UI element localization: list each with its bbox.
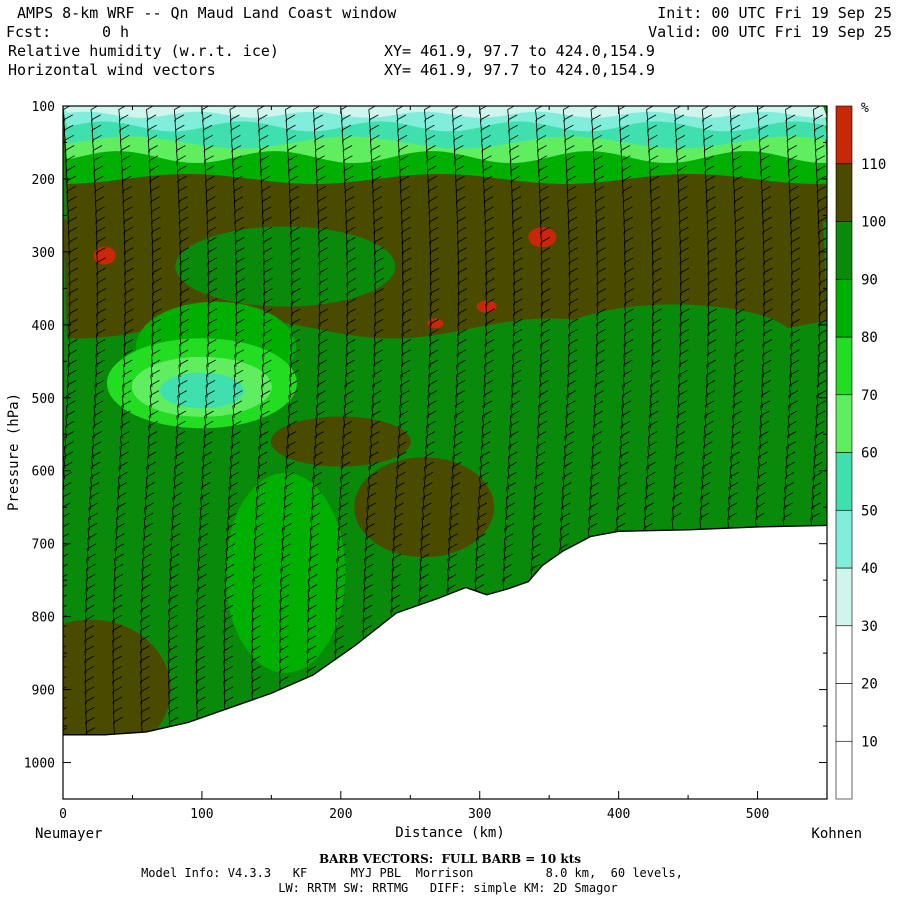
wind-barb-column: [474, 106, 495, 602]
field-name-2: Horizontal wind vectors: [8, 61, 216, 79]
init-time: Init: 00 UTC Fri 19 Sep 25: [657, 4, 892, 22]
colorbar-box: [835, 105, 853, 165]
wind-barb-column: [615, 106, 634, 541]
wind-barb-column: [643, 106, 662, 541]
colorbar-label: 30: [861, 619, 878, 635]
xy-range-1: XY= 461.9, 97.7 to 424.0,154.9: [384, 42, 655, 60]
x-tick-label: 500: [746, 807, 769, 822]
colorbar-label: 50: [861, 503, 878, 519]
colorbar-label: 110: [861, 157, 886, 173]
fcst-value: 0 h: [102, 23, 130, 41]
wind-barb-column: [810, 106, 827, 531]
y-tick-label: 900: [32, 684, 55, 699]
field-name-1: Relative humidity (w.r.t. ice): [8, 42, 279, 60]
colorbar-label: 60: [861, 446, 878, 462]
physics-info: LW: RRTM SW: RRTMG DIFF: simple KM: 2D S…: [278, 881, 618, 895]
wind-barb-column: [446, 106, 468, 602]
rh-max-patch-3: [476, 300, 497, 313]
wind-barb-column: [362, 106, 384, 643]
wind-barb-column: [223, 106, 245, 715]
wind-barb-column: [195, 106, 218, 725]
colorbar-box: [835, 394, 853, 453]
fcst-label: Fcst:: [6, 23, 52, 41]
barb-note: BARB VECTORS: FULL BARB = 10 kts: [318, 852, 582, 866]
wind-barb-column: [63, 106, 79, 731]
terrain-fill: [63, 525, 827, 799]
rh-patch-90-east: [554, 304, 795, 375]
colorbar-box: [835, 336, 853, 396]
colorbar-label: 100: [861, 215, 886, 231]
valid-time: Valid: 00 UTC Fri 19 Sep 25: [648, 23, 892, 41]
x-axis-label: Distance (km): [395, 825, 505, 841]
colorbar-label: 20: [861, 677, 878, 693]
model-info: Model Info: V4.3.3 KF MYJ PBL Morrison 8…: [141, 866, 683, 880]
colorbar-box: [835, 509, 853, 569]
wind-barb-column: [278, 106, 301, 694]
wind-barb-column: [671, 106, 690, 531]
wind-barb-column: [167, 106, 190, 735]
colorbar-box: [835, 452, 853, 511]
rh-patch-80-low: [225, 472, 346, 673]
colorbar-box: [835, 278, 853, 338]
y-axis-label: Pressure (hPa): [6, 393, 22, 511]
wind-barb-column: [754, 106, 773, 531]
wind-barb-column: [587, 106, 607, 541]
wind-barb-column: [782, 106, 801, 531]
x-end-label: Kohnen: [811, 826, 862, 842]
y-tick-label: 600: [32, 465, 55, 480]
colorbar-label: 10: [861, 734, 878, 750]
wind-barb-column: [699, 106, 718, 531]
x-tick-label: 400: [607, 807, 630, 822]
plot-frame: [62, 105, 828, 800]
colorbar-box: [835, 625, 853, 684]
y-tick-label: 500: [32, 392, 55, 407]
terrain-surface-line: [63, 524, 827, 736]
wind-barb-column: [334, 106, 356, 663]
rh-max-patch-1: [528, 227, 557, 248]
chart-title: AMPS 8-km WRF -- Qn Maud Land Coast wind…: [17, 4, 397, 22]
colorbar-box: [835, 567, 853, 627]
wind-barb-column: [251, 106, 273, 704]
wind-barb-column: [727, 106, 745, 531]
wind-barb-column: [502, 106, 523, 592]
wind-barb-column: [390, 106, 412, 623]
colorbar-label: 90: [861, 272, 878, 288]
y-tick-label: 1000: [24, 757, 55, 772]
rh-band-30-40: [63, 106, 827, 118]
colorbar-label: 70: [861, 388, 878, 404]
x-tick-label: 0: [59, 807, 67, 822]
x-start-label: Neumayer: [35, 826, 102, 842]
colorbar-box: [835, 163, 853, 222]
rh-patch-east-dry: [270, 416, 411, 467]
x-tick-label: 100: [190, 807, 213, 822]
wind-barb-column: [306, 106, 329, 684]
xy-range-2: XY= 461.9, 97.7 to 424.0,154.9: [384, 61, 655, 79]
colorbar-box: [835, 740, 853, 800]
wind-barb-column: [530, 106, 551, 582]
y-tick-label: 100: [32, 100, 55, 115]
wind-barb-column: [112, 106, 134, 735]
colorbar-label: 40: [861, 561, 878, 577]
rh-patch-90: [175, 226, 396, 307]
rh-max-patch-4: [427, 318, 444, 329]
colorbar-box: [835, 221, 853, 280]
y-tick-label: 400: [32, 319, 55, 334]
wind-barb-column: [559, 106, 579, 561]
y-tick-label: 800: [32, 611, 55, 626]
wind-barb-column: [418, 106, 440, 612]
x-tick-label: 200: [329, 807, 352, 822]
y-tick-label: 700: [32, 538, 55, 553]
y-tick-label: 200: [32, 173, 55, 188]
colorbar-label: 80: [861, 330, 878, 346]
colorbar-box: [835, 683, 853, 742]
colorbar-unit: %: [861, 101, 869, 116]
y-tick-label: 300: [32, 246, 55, 261]
rh-patch-50: [159, 372, 244, 409]
wind-barb-column: [84, 106, 106, 745]
wind-barb-column: [140, 106, 162, 735]
x-tick-label: 300: [468, 807, 491, 822]
